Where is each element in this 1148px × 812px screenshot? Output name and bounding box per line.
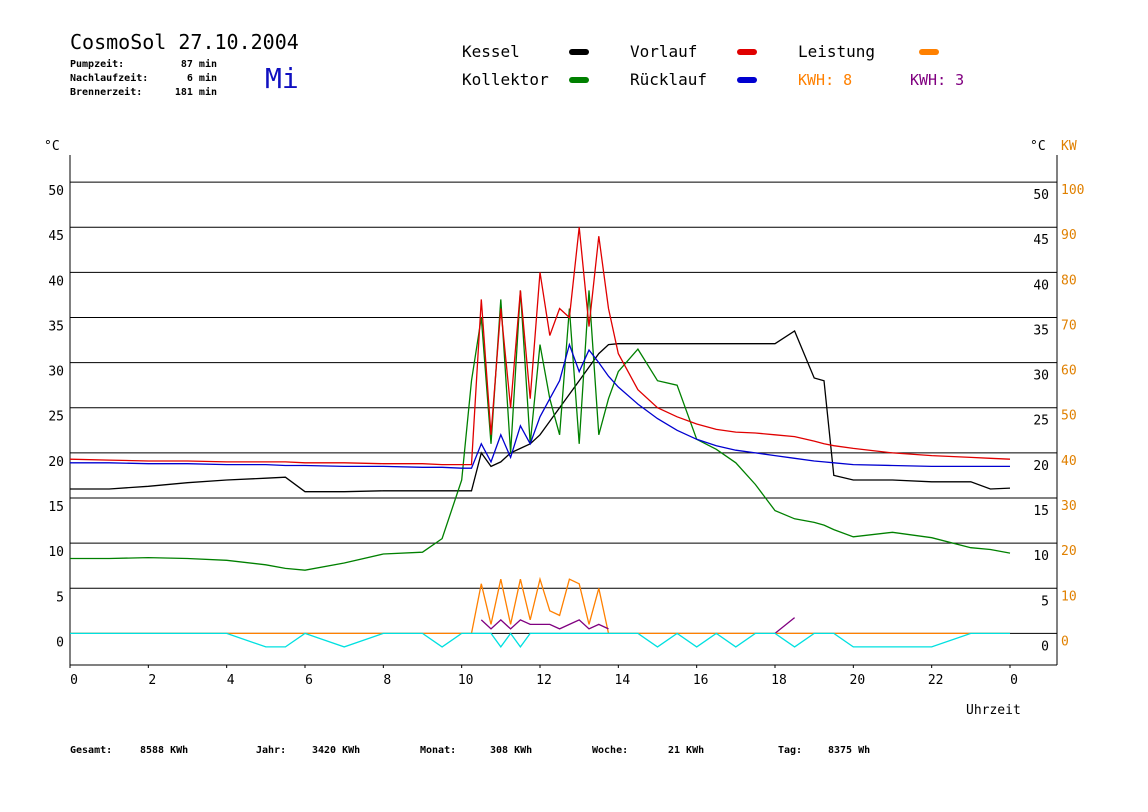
y2-unit-celsius: °C — [1030, 139, 1046, 154]
footer-value: 8588 KWh — [140, 745, 188, 756]
y-right-tick-label: 20 — [1033, 459, 1049, 474]
legend-label: Vorlauf — [630, 42, 697, 61]
footer-label: Jahr: — [256, 745, 286, 756]
x-tick-label: 22 — [928, 673, 944, 688]
y2-tick-label: 0 — [1061, 634, 1069, 649]
footer-value: 8375 Wh — [828, 745, 870, 756]
weekday: Mi — [265, 62, 299, 95]
y-tick-label: 0 — [56, 635, 64, 650]
y-tick-label: 45 — [48, 229, 64, 244]
y-right-tick-label: 15 — [1033, 504, 1049, 519]
x-tick-label: 0 — [70, 673, 78, 688]
x-tick-label: 0 — [1010, 673, 1018, 688]
annotation: KWH: 8 — [798, 71, 852, 89]
series-line — [70, 342, 1010, 469]
y-right-tick-label: 5 — [1041, 594, 1049, 609]
y2-tick-label: 80 — [1061, 273, 1077, 288]
y-tick-label: 15 — [48, 500, 64, 515]
y2-tick-label: 20 — [1061, 544, 1077, 559]
x-tick-label: 8 — [383, 673, 391, 688]
series-line — [70, 632, 1010, 649]
y-right-tick-label: 10 — [1033, 549, 1049, 564]
x-tick-label: 18 — [771, 673, 787, 688]
x-tick-label: 16 — [693, 673, 709, 688]
y-right-tick-label: 30 — [1033, 369, 1049, 384]
legend-label: Kessel — [462, 42, 520, 61]
footer-label: Gesamt: — [70, 745, 112, 756]
footer-label: Tag: — [778, 745, 802, 756]
y2-tick-label: 30 — [1061, 499, 1077, 514]
y-right-tick-label: 0 — [1041, 639, 1049, 654]
footer-value: 21 KWh — [668, 745, 704, 756]
x-tick-label: 6 — [305, 673, 313, 688]
y-tick-label: 50 — [48, 184, 64, 199]
chart-title: CosmoSol 27.10.2004 — [70, 30, 299, 54]
y2-tick-label: 70 — [1061, 318, 1077, 333]
info-label: Pumpzeit: — [70, 58, 124, 70]
y-right-tick-label: 35 — [1033, 323, 1049, 338]
y-unit: °C — [44, 139, 60, 154]
y-tick-label: 10 — [48, 545, 64, 560]
y-right-tick-label: 45 — [1033, 233, 1049, 248]
y2-tick-label: 100 — [1061, 183, 1084, 198]
series-line — [70, 290, 1011, 571]
y-tick-label: 25 — [48, 410, 64, 425]
footer-label: Monat: — [420, 745, 456, 756]
y-right-tick-label: 25 — [1033, 414, 1049, 429]
y2-tick-label: 60 — [1061, 364, 1077, 379]
y-right-tick-label: 50 — [1033, 188, 1049, 203]
x-tick-label: 10 — [458, 673, 474, 688]
x-tick-label: 14 — [615, 673, 631, 688]
annotation: KWH: 3 — [910, 71, 964, 89]
info-label: Brennerzeit: — [70, 86, 142, 98]
legend-label: Kollektor — [462, 70, 549, 89]
legend-label: Leistung — [798, 42, 875, 61]
info-value: 87 min — [181, 58, 217, 70]
footer-value: 308 KWh — [490, 745, 532, 756]
info-label: Nachlaufzeit: — [70, 72, 148, 84]
y2-tick-label: 40 — [1061, 454, 1077, 469]
y2-tick-label: 90 — [1061, 228, 1077, 243]
series-line — [70, 330, 1011, 493]
x-tick-label: 20 — [850, 673, 866, 688]
y2-unit: KW — [1061, 139, 1077, 154]
footer-label: Woche: — [592, 745, 628, 756]
x-tick-label: 2 — [148, 673, 156, 688]
y2-tick-label: 10 — [1061, 589, 1077, 604]
y-tick-label: 35 — [48, 319, 64, 334]
series-line — [69, 227, 1011, 466]
series-line — [480, 617, 796, 634]
x-axis-label: Uhrzeit — [966, 703, 1021, 718]
y2-tick-label: 50 — [1061, 409, 1077, 424]
y-right-tick-label: 40 — [1033, 278, 1049, 293]
y-tick-label: 30 — [48, 365, 64, 380]
x-tick-label: 4 — [227, 673, 235, 688]
info-value: 181 min — [175, 86, 217, 98]
y-tick-label: 20 — [48, 455, 64, 470]
y-tick-label: 5 — [56, 590, 64, 605]
footer-value: 3420 KWh — [312, 745, 360, 756]
y-tick-label: 40 — [48, 274, 64, 289]
info-value: 6 min — [187, 72, 217, 84]
legend-label: Rücklauf — [630, 70, 707, 89]
x-tick-label: 12 — [536, 673, 552, 688]
